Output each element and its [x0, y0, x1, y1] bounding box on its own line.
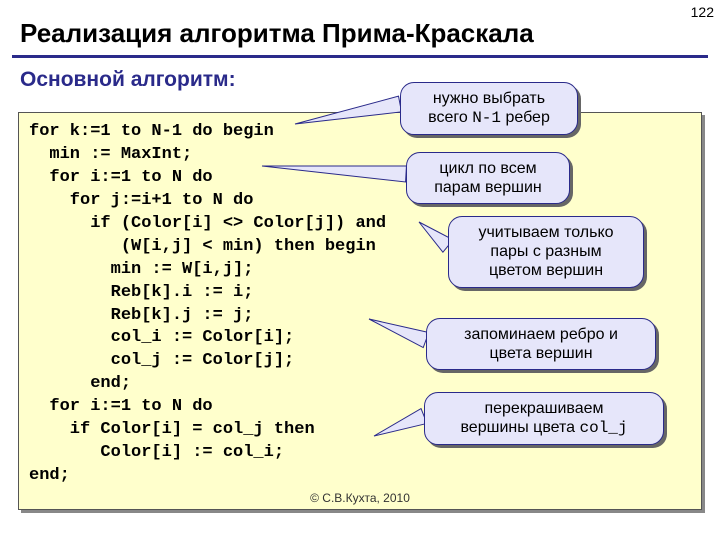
subtitle: Основной алгоритм: [0, 68, 720, 98]
copyright: © С.В.Кухта, 2010 [310, 491, 410, 505]
page-number: 122 [691, 4, 714, 20]
callout: учитываем толькопары с разнымцветом верш… [448, 216, 644, 288]
slide-title: Реализация алгоритма Прима-Краскала [0, 0, 720, 55]
code-block: for k:=1 to N-1 do begin min := MaxInt; … [18, 112, 702, 510]
callout: перекрашиваемвершины цвета col_j [424, 392, 664, 445]
callout: запоминаем ребро ицвета вершин [426, 318, 656, 370]
divider [12, 55, 708, 58]
callout: нужно выбратьвсего N-1 ребер [400, 82, 578, 135]
callout: цикл по всемпарам вершин [406, 152, 570, 204]
